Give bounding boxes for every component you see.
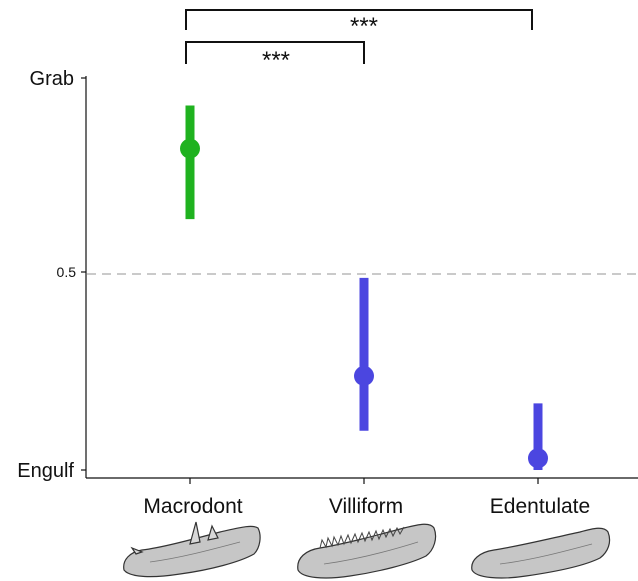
category-label-edentulate: Edentulate xyxy=(490,495,590,518)
edentulate-jaw-icon xyxy=(471,527,611,579)
y-label-top: Grab xyxy=(30,68,74,90)
macrodont-jaw-icon xyxy=(123,521,261,578)
category-label-villiform: Villiform xyxy=(329,495,403,518)
category-label-macrodont: Macrodont xyxy=(143,495,242,518)
y-label-bottom: Engulf xyxy=(17,460,74,482)
significance-bracket-inner xyxy=(185,41,365,64)
point-edentulate xyxy=(528,448,548,469)
villiform-jaw-icon xyxy=(297,523,437,579)
point-villiform xyxy=(354,365,374,386)
significance-bracket-outer xyxy=(185,9,533,30)
y-tick-label: 0.5 xyxy=(57,264,77,280)
significance-label-outer: *** xyxy=(350,13,378,40)
point-macrodont xyxy=(180,138,200,159)
significance-label-inner: *** xyxy=(262,47,290,74)
